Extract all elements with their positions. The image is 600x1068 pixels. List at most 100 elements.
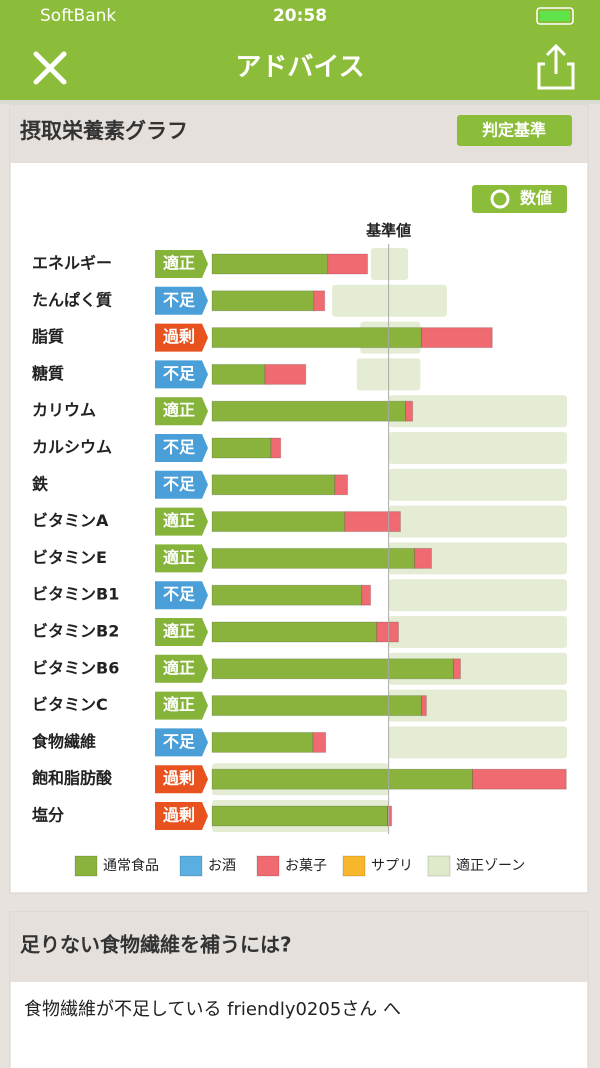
bar-segment: [211, 547, 416, 569]
bar-segment: [327, 253, 369, 275]
category-label: ビタミンC: [32, 695, 108, 714]
advice-greeting: 食物繊維が不足している friendly0205さん へ: [24, 999, 401, 1020]
ok-zone: [370, 248, 409, 280]
legend: 通常食品 お酒 お菓子 サプリ 適正ゾーン: [74, 855, 525, 877]
refresh-icon: [490, 189, 510, 209]
top-bar-shadow: [0, 100, 600, 104]
criteria-button[interactable]: [457, 115, 572, 146]
ok-zone: [388, 395, 567, 428]
status-badge: [155, 286, 208, 315]
category-label: 脂質: [32, 327, 64, 346]
bar-segment: [420, 327, 493, 349]
bar-segment: [387, 805, 393, 827]
status-label: 適正: [163, 622, 195, 641]
bar-segment: [211, 621, 378, 643]
status-badge: [155, 434, 208, 462]
bar-segment: [361, 584, 372, 606]
status-badge: [155, 250, 208, 278]
legend-swatch: [179, 855, 203, 877]
status-label: 不足: [163, 364, 196, 383]
bar-segment: [334, 474, 349, 496]
bar-segment: [211, 584, 363, 606]
ok-zone: [388, 505, 567, 538]
status-badge: [155, 765, 208, 794]
legend-swatch: [427, 855, 451, 877]
bar-segment: [211, 474, 336, 496]
status-label: 適正: [163, 548, 195, 567]
status-badge: [155, 691, 208, 720]
status-label: 適正: [163, 254, 195, 273]
advice-title: 足りない食物繊維を補うには?: [20, 933, 292, 957]
legend-swatch: [342, 855, 366, 877]
status-badge: [155, 654, 208, 683]
legend-label: サプリ: [371, 858, 413, 874]
ok-zone: [388, 726, 567, 759]
battery-level: [540, 11, 570, 21]
bar-segment: [211, 731, 314, 753]
status-label: 適正: [163, 401, 195, 420]
advice-header: [10, 912, 588, 982]
status-badge: [155, 323, 208, 352]
bar-segment: [270, 437, 282, 459]
status-badge: [155, 728, 208, 757]
bar-segment: [211, 511, 346, 533]
ok-zone: [388, 468, 567, 501]
ok-zone: [388, 689, 567, 722]
legend-label: 適正ゾーン: [456, 857, 525, 874]
category-label: たんぱく質: [32, 290, 112, 309]
category-label: ビタミンB2: [32, 622, 119, 641]
legend-swatch: [74, 855, 98, 877]
status-badge: [155, 581, 208, 610]
top-bar: [0, 0, 600, 100]
status-label: 適正: [163, 695, 195, 714]
legend-label: お菓子: [285, 858, 327, 874]
status-label: 不足: [163, 585, 196, 604]
bar-segment: [211, 400, 407, 422]
close-button[interactable]: [33, 51, 67, 85]
bar-segment: [452, 658, 462, 680]
category-label: 鉄: [32, 474, 48, 493]
status-badge: [155, 618, 208, 646]
bar-segment: [211, 768, 474, 790]
screen-title: アドバイス: [235, 53, 364, 83]
status-label: 不足: [163, 474, 196, 493]
category-label: エネルギー: [32, 254, 112, 273]
category-label: ビタミンB6: [32, 658, 119, 677]
bar-segment: [264, 363, 307, 385]
bar-segment: [405, 400, 414, 422]
status-badge: [155, 802, 208, 830]
ok-zone: [388, 542, 567, 575]
status-label: 過剰: [162, 806, 195, 825]
category-label: 糖質: [32, 364, 64, 383]
bar-segment: [211, 290, 315, 312]
category-label: カルシウム: [32, 438, 112, 457]
bar-segment: [376, 621, 400, 643]
ok-zone: [388, 616, 567, 648]
bar-segment: [211, 437, 272, 459]
bar-segment: [313, 290, 326, 312]
battery-icon: [536, 7, 574, 25]
status-label: 不足: [163, 438, 196, 457]
bar-segment: [472, 768, 567, 790]
legend-swatch: [256, 855, 280, 877]
ok-zone: [388, 432, 567, 464]
reference-label: 基準値: [365, 222, 411, 240]
toggle-button-label: 数値: [520, 189, 552, 208]
bar-segment: [312, 731, 327, 753]
bar-segment: [211, 695, 422, 717]
status-label: 過剰: [162, 327, 195, 346]
category-label: 塩分: [32, 806, 64, 825]
status-badge: [155, 470, 208, 499]
category-label: ビタミンE: [32, 548, 107, 567]
bar-segment: [420, 695, 427, 717]
status-label: 過剰: [162, 769, 195, 788]
share-button[interactable]: [537, 43, 575, 90]
bar-segment: [211, 658, 454, 680]
bar-segment: [211, 363, 266, 385]
criteria-button-label: 判定基準: [482, 121, 546, 140]
status-label: 不足: [163, 290, 196, 309]
carrier: SoftBank: [40, 6, 116, 26]
card-title: 摂取栄養素グラフ: [20, 119, 188, 143]
